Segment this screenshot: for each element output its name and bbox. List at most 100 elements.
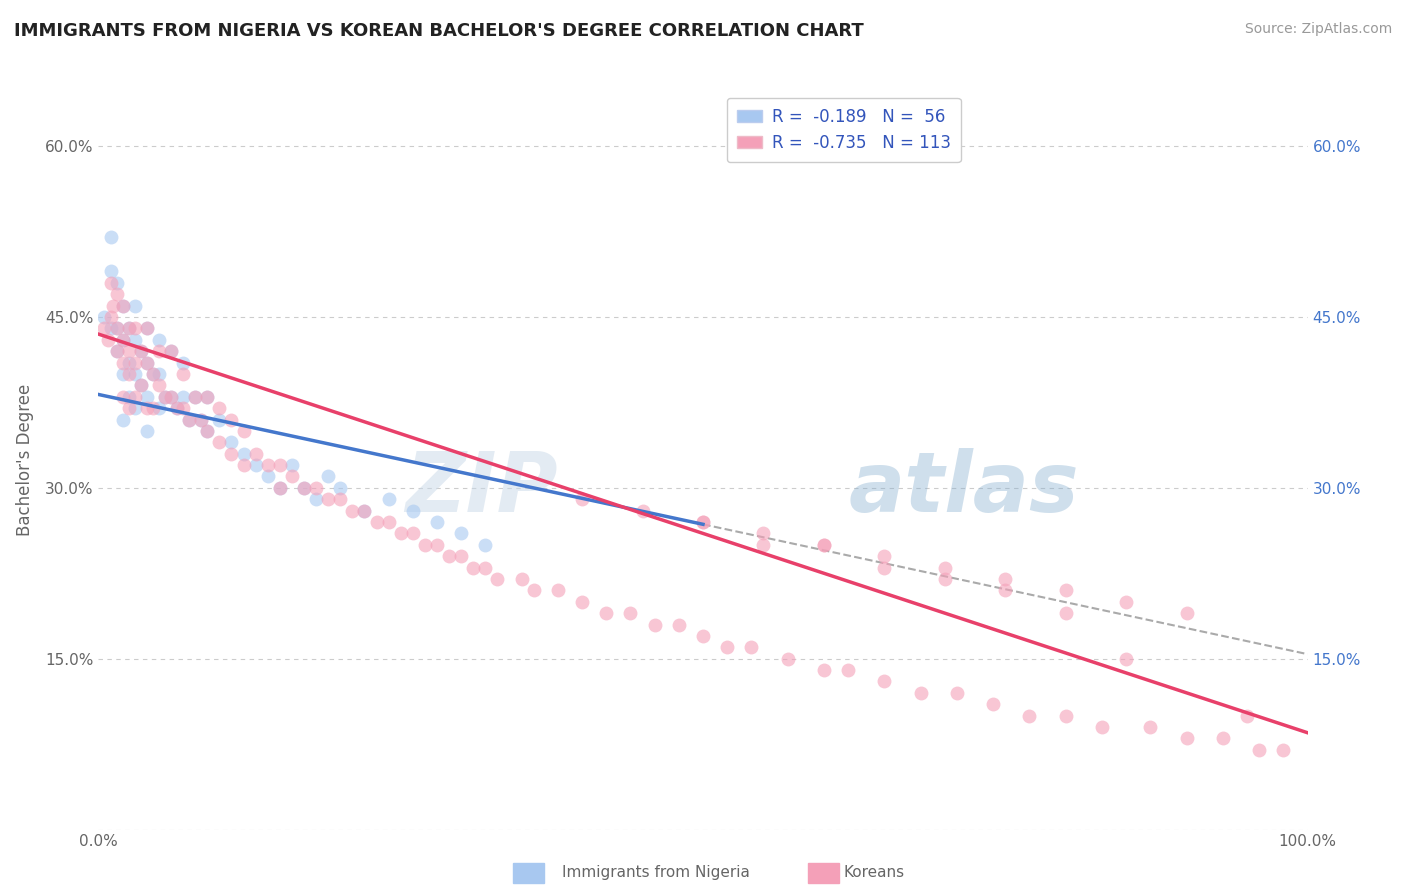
Point xyxy=(510,572,533,586)
Point xyxy=(752,526,775,541)
Point xyxy=(142,367,165,381)
Point xyxy=(124,333,146,347)
Point xyxy=(153,390,176,404)
Point xyxy=(692,629,714,643)
Point xyxy=(129,344,152,359)
Point xyxy=(148,333,170,347)
Point xyxy=(118,401,141,416)
Point xyxy=(692,515,714,529)
Point xyxy=(124,321,146,335)
Point xyxy=(269,458,291,472)
Point xyxy=(776,651,799,665)
Point xyxy=(837,663,859,677)
Point xyxy=(208,412,231,426)
Point xyxy=(179,412,201,426)
Point xyxy=(179,412,201,426)
Point xyxy=(1018,708,1040,723)
Y-axis label: Bachelor's Degree: Bachelor's Degree xyxy=(15,384,34,535)
Point xyxy=(946,686,969,700)
Point xyxy=(1054,606,1077,620)
Point xyxy=(426,538,449,552)
Point xyxy=(740,640,762,655)
Point xyxy=(1212,731,1234,746)
Point xyxy=(474,538,496,552)
Point xyxy=(934,572,956,586)
Point xyxy=(190,412,212,426)
Point xyxy=(135,424,157,438)
Point xyxy=(1249,743,1271,757)
Point xyxy=(389,526,412,541)
Point xyxy=(172,355,194,369)
Point xyxy=(124,299,146,313)
Point xyxy=(100,264,122,278)
Point xyxy=(100,276,122,290)
Point xyxy=(129,344,152,359)
Point xyxy=(105,344,128,359)
Point xyxy=(1091,720,1114,734)
Point xyxy=(232,424,254,438)
Point xyxy=(105,276,128,290)
Point xyxy=(111,299,134,313)
Point xyxy=(160,390,183,404)
Text: atlas: atlas xyxy=(848,449,1078,530)
Point xyxy=(190,412,212,426)
Point xyxy=(172,367,194,381)
Point xyxy=(595,606,617,620)
Point xyxy=(93,310,115,324)
Point xyxy=(148,401,170,416)
Point xyxy=(118,367,141,381)
Point xyxy=(148,367,170,381)
Point xyxy=(166,401,188,416)
Point xyxy=(316,469,339,483)
Point xyxy=(292,481,315,495)
Point xyxy=(124,401,146,416)
Point xyxy=(547,583,569,598)
Point xyxy=(232,447,254,461)
Point xyxy=(450,526,472,541)
Text: IMMIGRANTS FROM NIGERIA VS KOREAN BACHELOR'S DEGREE CORRELATION CHART: IMMIGRANTS FROM NIGERIA VS KOREAN BACHEL… xyxy=(14,22,863,40)
Point xyxy=(994,572,1017,586)
Point xyxy=(172,401,194,416)
Point xyxy=(413,538,436,552)
Point xyxy=(463,560,485,574)
Point xyxy=(269,481,291,495)
Point xyxy=(232,458,254,472)
Point xyxy=(1054,583,1077,598)
Point xyxy=(813,538,835,552)
Point xyxy=(342,503,364,517)
Point xyxy=(105,321,128,335)
Point xyxy=(1272,743,1295,757)
Point xyxy=(105,287,128,301)
Point xyxy=(305,481,328,495)
Point xyxy=(402,526,425,541)
Point xyxy=(910,686,932,700)
Point xyxy=(245,458,267,472)
Point xyxy=(166,401,188,416)
Point xyxy=(101,299,124,313)
Point xyxy=(172,390,194,404)
Point xyxy=(1115,595,1137,609)
Point xyxy=(135,321,157,335)
Point xyxy=(135,321,157,335)
Point xyxy=(100,310,122,324)
Point xyxy=(135,401,157,416)
Point xyxy=(111,367,134,381)
Text: ZIP: ZIP xyxy=(405,449,558,530)
Point xyxy=(160,344,183,359)
Point xyxy=(221,435,243,450)
Point xyxy=(111,390,134,404)
Point xyxy=(450,549,472,564)
Point xyxy=(873,674,896,689)
Point xyxy=(105,321,128,335)
Point xyxy=(195,424,218,438)
Point xyxy=(523,583,546,598)
Point xyxy=(118,344,141,359)
Point xyxy=(256,458,278,472)
Point xyxy=(142,367,165,381)
Text: Immigrants from Nigeria: Immigrants from Nigeria xyxy=(562,865,751,880)
Point xyxy=(135,390,157,404)
Point xyxy=(1139,720,1161,734)
Point xyxy=(631,503,654,517)
Point xyxy=(184,390,207,404)
Point xyxy=(353,503,375,517)
